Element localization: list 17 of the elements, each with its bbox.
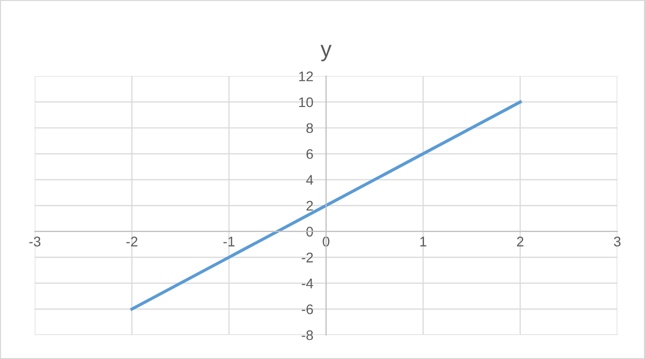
x-tick-label: 2 [517, 236, 524, 246]
x-tick-label: -2 [126, 236, 138, 246]
x-tick-label: -1 [223, 236, 234, 246]
x-tick-label: 3 [614, 236, 621, 246]
y-tick-label: 8 [306, 123, 313, 134]
y-tick-label: -4 [302, 278, 314, 288]
chart-title: y [320, 44, 332, 62]
y-tick-label: 12 [299, 71, 313, 82]
y-tick-label: 2 [306, 200, 313, 211]
y-tick-label: 10 [299, 97, 314, 108]
y-tick-label: 4 [306, 175, 314, 185]
x-tick-label: -3 [29, 236, 40, 246]
y-tick-label: -8 [302, 330, 313, 340]
y-tick-label: -6 [302, 304, 313, 314]
y-tick-label: 6 [306, 149, 313, 159]
x-tick-label: 1 [420, 236, 426, 246]
y-tick-label: -2 [302, 252, 313, 262]
